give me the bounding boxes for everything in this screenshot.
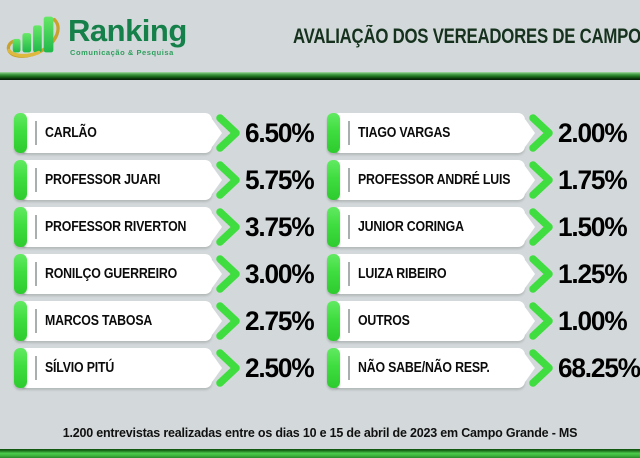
candidate-pill: JUNIOR CORINGA	[333, 207, 535, 247]
tick-divider	[35, 356, 37, 380]
ranking-row: SÍLVIO PITÚ 2.50%	[14, 348, 317, 388]
logo-text: Ranking Comunicação & Pesquisa	[68, 15, 187, 57]
candidate-pill: TIAGO VARGAS	[333, 113, 535, 153]
ranking-row: RONILÇO GUERREIRO 3.00%	[14, 254, 317, 294]
candidate-name: MARCOS TABOSA	[45, 313, 153, 329]
candidate-name: SÍLVIO PITÚ	[45, 360, 115, 376]
tick-divider	[348, 215, 350, 239]
candidate-percentage: 3.75%	[245, 211, 315, 242]
tick-divider	[348, 262, 350, 286]
ranking-row: MARCOS TABOSA 2.75%	[14, 301, 317, 341]
chevron-right-icon	[529, 208, 553, 246]
page-title: AVALIAÇÃO DOS VEREADORES DE CAMPO GRANDE	[292, 25, 640, 48]
candidate-percentage: 2.75%	[245, 305, 315, 336]
tick-divider	[348, 356, 350, 380]
chevron-right-icon	[216, 114, 240, 152]
candidate-name: LUIZA RIBEIRO	[358, 266, 447, 282]
row-accent-tab	[14, 254, 27, 294]
survey-footnote: 1.200 entrevistas realizadas entre os di…	[62, 426, 578, 440]
candidate-percentage: 2.00%	[558, 117, 628, 148]
ranking-logo: Ranking Comunicação & Pesquisa	[6, 8, 187, 64]
row-accent-tab	[327, 301, 340, 341]
candidate-name: OUTROS	[358, 313, 410, 329]
chevron-right-icon	[216, 302, 240, 340]
row-accent-tab	[327, 113, 340, 153]
candidate-percentage: 68.25%	[558, 352, 640, 383]
header-divider-bar	[0, 72, 640, 80]
row-accent-tab	[14, 160, 27, 200]
ranking-row: JUNIOR CORINGA 1.50%	[327, 207, 630, 247]
tick-divider	[348, 168, 350, 192]
candidate-name: JUNIOR CORINGA	[358, 219, 464, 235]
candidate-percentage: 1.00%	[558, 305, 628, 336]
tick-divider	[35, 309, 37, 333]
ranking-row: OUTROS 1.00%	[327, 301, 630, 341]
candidate-pill: PROFESSOR ANDRÉ LUIS	[333, 160, 535, 200]
candidate-name: PROFESSOR ANDRÉ LUIS	[358, 172, 511, 188]
candidate-pill: PROFESSOR JUARI	[20, 160, 222, 200]
tick-divider	[35, 168, 37, 192]
chevron-right-icon	[529, 114, 553, 152]
ranking-list: CARLÃO 6.50% PROFESSOR JUARI 5.75% PROFE	[0, 113, 640, 388]
logo-tagline: Comunicação & Pesquisa	[70, 48, 174, 57]
row-accent-tab	[14, 348, 27, 388]
ranking-row: PROFESSOR RIVERTON 3.75%	[14, 207, 317, 247]
ranking-column-left: CARLÃO 6.50% PROFESSOR JUARI 5.75% PROFE	[14, 113, 317, 388]
ranking-row: LUIZA RIBEIRO 1.25%	[327, 254, 630, 294]
row-accent-tab	[14, 207, 27, 247]
ranking-row: NÃO SABE/NÃO RESP. 68.25%	[327, 348, 640, 388]
ranking-row: PROFESSOR ANDRÉ LUIS 1.75%	[327, 160, 630, 200]
row-accent-tab	[14, 113, 27, 153]
header: Ranking Comunicação & Pesquisa AVALIAÇÃO…	[0, 0, 640, 72]
candidate-pill: OUTROS	[333, 301, 535, 341]
candidate-pill: MARCOS TABOSA	[20, 301, 222, 341]
candidate-pill: SÍLVIO PITÚ	[20, 348, 222, 388]
candidate-name: CARLÃO	[45, 125, 97, 141]
candidate-name: PROFESSOR JUARI	[45, 172, 161, 188]
ranking-row: TIAGO VARGAS 2.00%	[327, 113, 630, 153]
logo-wordmark: Ranking	[68, 13, 187, 48]
candidate-name: RONILÇO GUERREIRO	[45, 266, 178, 282]
tick-divider	[348, 121, 350, 145]
tick-divider	[35, 121, 37, 145]
ranking-row: CARLÃO 6.50%	[14, 113, 317, 153]
tick-divider	[35, 215, 37, 239]
ranking-row: PROFESSOR JUARI 5.75%	[14, 160, 317, 200]
candidate-percentage: 1.25%	[558, 258, 628, 289]
chevron-right-icon	[529, 349, 553, 387]
candidate-percentage: 3.00%	[245, 258, 315, 289]
candidate-name: TIAGO VARGAS	[358, 125, 451, 141]
chevron-right-icon	[216, 208, 240, 246]
chevron-right-icon	[216, 349, 240, 387]
bar-chart-swoosh-icon	[6, 16, 60, 58]
candidate-pill: RONILÇO GUERREIRO	[20, 254, 222, 294]
candidate-percentage: 1.50%	[558, 211, 628, 242]
candidate-name: PROFESSOR RIVERTON	[45, 219, 187, 235]
candidate-name: NÃO SABE/NÃO RESP.	[358, 360, 490, 376]
bottom-accent-bar	[0, 449, 640, 458]
candidate-percentage: 1.75%	[558, 164, 628, 195]
row-accent-tab	[327, 348, 340, 388]
chevron-right-icon	[529, 302, 553, 340]
row-accent-tab	[327, 207, 340, 247]
row-accent-tab	[327, 254, 340, 294]
candidate-percentage: 6.50%	[245, 117, 315, 148]
chevron-right-icon	[216, 161, 240, 199]
candidate-pill: CARLÃO	[20, 113, 222, 153]
chevron-right-icon	[529, 255, 553, 293]
candidate-pill: NÃO SABE/NÃO RESP.	[333, 348, 535, 388]
tick-divider	[348, 309, 350, 333]
candidate-percentage: 5.75%	[245, 164, 315, 195]
row-accent-tab	[14, 301, 27, 341]
candidate-percentage: 2.50%	[245, 352, 315, 383]
tick-divider	[35, 262, 37, 286]
chevron-right-icon	[529, 161, 553, 199]
ranking-column-right: TIAGO VARGAS 2.00% PROFESSOR ANDRÉ LUIS …	[327, 113, 640, 388]
row-accent-tab	[327, 160, 340, 200]
candidate-pill: LUIZA RIBEIRO	[333, 254, 535, 294]
candidate-pill: PROFESSOR RIVERTON	[20, 207, 222, 247]
chevron-right-icon	[216, 255, 240, 293]
